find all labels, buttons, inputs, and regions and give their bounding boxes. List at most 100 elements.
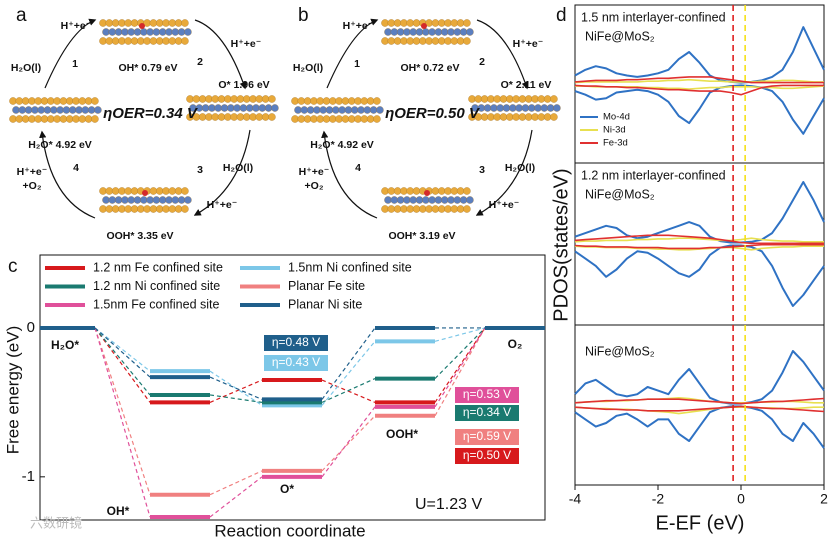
species: H⁺+e⁻ <box>299 166 330 178</box>
atom <box>268 113 276 121</box>
state-energy: OOH* 3.19 eV <box>388 230 455 242</box>
atom <box>111 19 120 27</box>
atom <box>387 37 396 45</box>
atom <box>168 19 177 27</box>
atom <box>118 187 126 195</box>
legend-label: Mo-4d <box>603 112 630 123</box>
species: H⁺+e⁻ <box>61 20 92 32</box>
state-label: OOH* <box>386 427 418 441</box>
atom <box>72 97 80 105</box>
y-axis-title: PDOS(states/eV) <box>550 168 572 321</box>
atom <box>174 187 183 195</box>
atom <box>146 28 154 36</box>
atom <box>239 104 248 112</box>
dos-curve <box>574 84 825 135</box>
atom <box>205 95 213 103</box>
atom <box>440 28 449 36</box>
atom <box>124 187 132 195</box>
atom <box>53 97 61 105</box>
atom <box>431 187 440 195</box>
atom <box>249 95 257 103</box>
catalyst-slab <box>99 19 192 45</box>
atom <box>347 115 356 123</box>
cycle-arrow <box>193 129 251 216</box>
step-number: 2 <box>479 56 485 68</box>
cycle-arrow <box>321 130 378 219</box>
overpotential-label: η=0.53 V <box>463 387 511 401</box>
atom <box>412 37 421 45</box>
atom <box>335 115 343 123</box>
atom <box>506 113 514 121</box>
atom <box>31 106 39 114</box>
atom <box>121 196 129 204</box>
x-axis-title: Reaction coordinate <box>214 521 365 540</box>
atom <box>444 205 452 213</box>
species: H⁺+e⁻ <box>207 199 238 211</box>
atom <box>224 95 232 103</box>
connector <box>209 379 263 403</box>
catalyst-slab <box>291 97 384 123</box>
subplot-title: NiFe@MoS₂ <box>585 187 655 201</box>
atom <box>91 97 99 105</box>
atom <box>127 28 135 36</box>
atom <box>335 97 343 105</box>
y-tick-label: 0 <box>27 319 35 336</box>
atom <box>258 104 267 112</box>
atom <box>268 95 276 103</box>
atom <box>515 104 523 112</box>
atom <box>384 196 392 204</box>
atom <box>512 113 520 121</box>
atom <box>165 28 173 36</box>
atom <box>387 187 396 195</box>
atom <box>68 106 77 114</box>
atom <box>490 104 498 112</box>
atom <box>177 196 186 204</box>
subplot-frame <box>574 324 825 486</box>
overpotential-label: η=0.59 V <box>463 429 511 443</box>
atom <box>396 28 405 36</box>
atom <box>524 113 533 121</box>
atom <box>230 113 238 121</box>
atom <box>143 205 151 213</box>
atom <box>91 115 99 123</box>
atom <box>99 37 107 45</box>
atom <box>412 19 421 27</box>
state-label: O₂ <box>508 337 523 351</box>
atom <box>493 113 501 121</box>
state-energy: H₂O* 4.92 eV <box>310 139 374 151</box>
atom <box>437 37 446 45</box>
overpotential-label: η=0.34 V <box>463 405 511 419</box>
atom <box>121 28 129 36</box>
atom <box>181 37 189 45</box>
atom <box>84 115 93 123</box>
atom <box>149 19 158 27</box>
atom <box>137 37 145 45</box>
atom <box>344 106 353 114</box>
state-label: OH* <box>107 504 130 518</box>
legend-label: 1.2 nm Ni confined site <box>93 279 220 293</box>
atom <box>105 187 114 195</box>
atom <box>406 205 414 213</box>
connector <box>94 327 151 403</box>
atom <box>447 28 455 36</box>
connector <box>94 327 151 372</box>
atom <box>347 97 356 105</box>
atom <box>396 196 405 204</box>
atom <box>62 106 71 114</box>
atom <box>506 95 514 103</box>
species: H⁺+e⁻ <box>231 38 262 50</box>
atom <box>453 28 462 36</box>
atom <box>550 113 558 121</box>
atom <box>406 19 414 27</box>
atom <box>81 106 90 114</box>
x-tick-label: 2 <box>820 491 828 507</box>
connector <box>434 327 486 379</box>
atom <box>174 19 183 27</box>
step-number: 4 <box>73 162 79 174</box>
connector <box>209 476 263 518</box>
atom <box>165 196 173 204</box>
atom <box>21 115 30 123</box>
atom <box>230 95 238 103</box>
connector <box>209 394 263 403</box>
atom <box>434 28 443 36</box>
